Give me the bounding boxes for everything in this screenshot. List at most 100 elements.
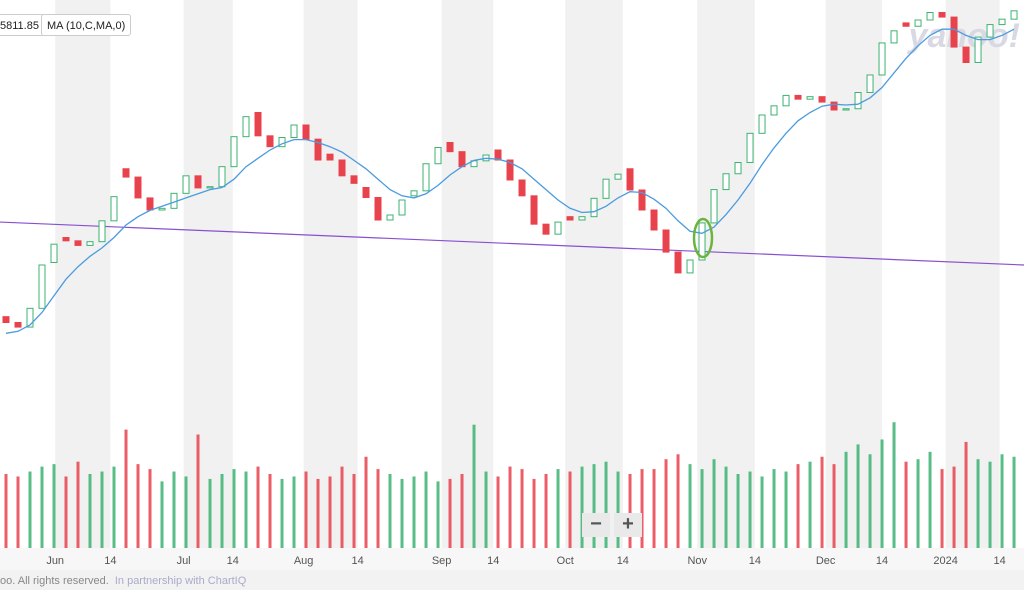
candle	[326, 153, 334, 161]
volume-bar	[904, 461, 908, 548]
volume-bar	[88, 474, 92, 548]
candle	[62, 237, 70, 242]
candle	[302, 124, 310, 140]
volume-bar	[580, 466, 584, 548]
candle	[362, 187, 370, 198]
volume-bar	[340, 466, 344, 548]
volume-bar	[532, 478, 536, 548]
candle	[122, 168, 130, 178]
candle	[626, 168, 634, 191]
volume-bar	[136, 464, 140, 548]
candle	[230, 136, 238, 168]
candle	[182, 175, 190, 194]
volume-bar	[280, 478, 284, 548]
candle	[38, 264, 46, 309]
candle	[206, 186, 214, 189]
candle	[14, 322, 22, 328]
volume-bar	[784, 471, 788, 548]
candle	[314, 138, 322, 161]
candle	[770, 105, 778, 116]
candle	[986, 24, 994, 38]
candle	[794, 94, 802, 100]
x-tick-label: Aug	[294, 555, 314, 567]
candle	[554, 221, 562, 235]
x-tick-label: Dec	[816, 555, 836, 567]
candle	[350, 175, 358, 184]
volume-bar	[724, 466, 728, 548]
candle	[686, 259, 694, 274]
candle	[242, 116, 250, 138]
candle	[818, 96, 826, 103]
volume-bar	[568, 471, 572, 548]
volume-bar	[16, 476, 20, 548]
volume-bar	[796, 464, 800, 548]
candle	[110, 196, 118, 222]
volume-bar	[256, 466, 260, 548]
volume-bar	[640, 469, 644, 548]
volume-bar	[592, 464, 596, 548]
candle	[674, 251, 682, 274]
volume-bar	[604, 461, 608, 548]
volume-bar	[160, 481, 164, 548]
candle	[254, 112, 262, 137]
volume-bar	[208, 478, 212, 548]
candle	[926, 12, 934, 21]
footer: oo. All rights reserved. In partnership w…	[0, 575, 246, 587]
x-tick-label: 14	[994, 555, 1006, 567]
moving-average	[5, 28, 1015, 334]
volume-bar	[556, 469, 560, 548]
candle	[830, 101, 838, 111]
volume-bar	[268, 474, 272, 548]
candle	[662, 229, 670, 253]
candle	[74, 240, 82, 246]
volume-bar	[652, 469, 656, 548]
ma-legend[interactable]: MA (10,C,MA,0)	[41, 14, 132, 36]
volume-bar	[1012, 456, 1016, 548]
month-band	[55, 0, 111, 548]
volume-bar	[544, 474, 548, 548]
x-tick-label: 2024	[933, 555, 957, 567]
candle	[638, 189, 646, 211]
volume-bar	[172, 471, 176, 548]
x-tick-label: 14	[351, 555, 363, 567]
volume-bar	[700, 469, 704, 548]
candle	[26, 307, 34, 328]
zoom-out[interactable]: −	[582, 513, 610, 537]
candle	[650, 209, 658, 231]
candle	[542, 223, 550, 235]
volume-bar	[112, 466, 116, 548]
volume-bar	[220, 474, 224, 548]
candle	[590, 197, 598, 218]
volume-bar	[688, 464, 692, 548]
candle	[854, 92, 862, 110]
candle	[578, 216, 586, 221]
x-tick-label: Nov	[687, 555, 707, 567]
candle	[86, 241, 94, 246]
volume-bar	[4, 474, 8, 548]
volume-bar	[844, 451, 848, 548]
volume-bar	[508, 466, 512, 548]
candle	[914, 19, 922, 27]
volume-bar	[412, 476, 416, 548]
footer-band	[0, 570, 1024, 590]
x-tick-label: 14	[487, 555, 499, 567]
candle	[878, 42, 886, 76]
candle	[158, 207, 166, 211]
volume-bar	[940, 469, 944, 548]
candle	[1010, 10, 1018, 20]
candle	[50, 243, 58, 264]
candle	[434, 147, 442, 165]
candle	[746, 132, 754, 163]
volume-bar	[316, 478, 320, 548]
candle	[338, 159, 346, 177]
partner[interactable]: In partnership with ChartIQ	[114, 575, 247, 587]
zoom-in[interactable]: +	[614, 513, 642, 537]
candle	[902, 22, 910, 27]
candle	[950, 16, 958, 48]
volume-bar	[832, 464, 836, 548]
candle	[386, 214, 394, 221]
volume-bar	[664, 459, 668, 548]
candle	[710, 189, 718, 224]
